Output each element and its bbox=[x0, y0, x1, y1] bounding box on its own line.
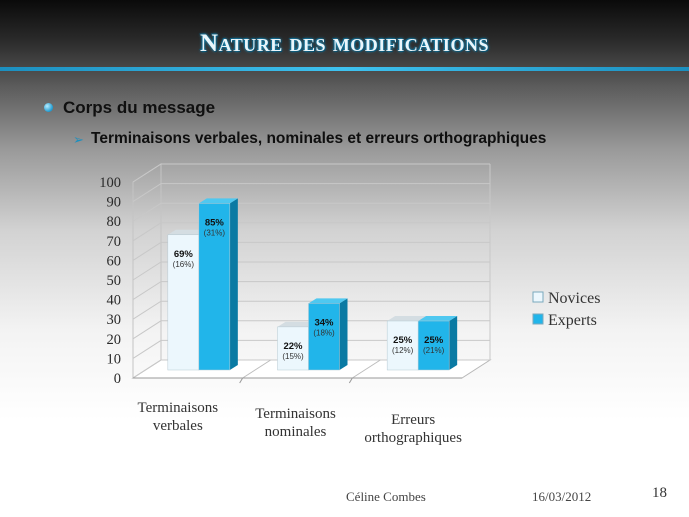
bar-novices bbox=[277, 326, 309, 371]
gridline bbox=[132, 261, 490, 281]
bar-top bbox=[387, 316, 427, 321]
bar-top bbox=[308, 298, 348, 304]
gridline bbox=[132, 320, 490, 340]
gridline bbox=[132, 339, 490, 359]
y-tick-label: 80 bbox=[107, 214, 122, 230]
footer-author: Céline Combes bbox=[346, 489, 426, 504]
page-number: 18 bbox=[652, 485, 667, 501]
bar-novices bbox=[386, 320, 419, 371]
legend-label-novices: Novices bbox=[548, 290, 600, 307]
x-category-label: Erreurs bbox=[391, 412, 435, 428]
data-label: 22% bbox=[283, 341, 303, 352]
y-tick-label: 10 bbox=[107, 351, 122, 367]
x-category-label: Terminaisons bbox=[255, 406, 336, 422]
x-tick bbox=[348, 377, 353, 384]
slide-title: Nature des modifications bbox=[200, 30, 489, 57]
footer-date: 16/03/2012 bbox=[532, 489, 592, 504]
gridline bbox=[132, 183, 490, 203]
data-sublabel: (21%) bbox=[423, 346, 445, 355]
category-separator bbox=[352, 359, 381, 379]
data-sublabel: (16%) bbox=[173, 260, 195, 269]
bar-top bbox=[198, 198, 238, 204]
x-category-label: verbales bbox=[153, 418, 203, 434]
gridline bbox=[132, 222, 490, 242]
title-divider bbox=[0, 67, 689, 71]
bar-top bbox=[418, 316, 458, 321]
bar-experts bbox=[417, 320, 450, 371]
y-tick-label: 90 bbox=[107, 195, 122, 211]
data-sublabel: (15%) bbox=[282, 352, 304, 361]
y-tick-label: 40 bbox=[107, 293, 122, 309]
bar-novices bbox=[167, 234, 200, 371]
data-label: 69% bbox=[174, 249, 194, 260]
y-tick-label: 70 bbox=[107, 234, 122, 250]
x-category-label: orthographiques bbox=[364, 430, 462, 446]
gridline bbox=[132, 202, 490, 222]
x-category-label: nominales bbox=[265, 424, 327, 440]
bullet-level1-text: Corps du message bbox=[63, 98, 216, 117]
bar-experts bbox=[198, 203, 231, 371]
bar-side bbox=[229, 198, 238, 370]
data-sublabel: (31%) bbox=[204, 228, 226, 237]
x-category-label: Terminaisons bbox=[138, 400, 219, 416]
y-tick-label: 30 bbox=[107, 312, 122, 328]
data-sublabel: (12%) bbox=[392, 346, 414, 355]
bar-top bbox=[167, 229, 207, 235]
legend-label-experts: Experts bbox=[548, 312, 597, 329]
y-tick-label: 20 bbox=[107, 332, 122, 348]
y-tick-label: 100 bbox=[99, 175, 121, 191]
gridline bbox=[132, 300, 490, 320]
data-label: 85% bbox=[205, 217, 225, 228]
gridline bbox=[132, 281, 490, 301]
arrow-bullet-icon: ➢ bbox=[73, 132, 84, 147]
bar-top bbox=[277, 321, 317, 327]
legend-swatch-novices bbox=[532, 291, 544, 303]
bar-side bbox=[449, 316, 458, 370]
round-bullet-icon bbox=[44, 103, 53, 112]
gridline bbox=[132, 241, 490, 261]
category-separator bbox=[242, 359, 271, 379]
data-sublabel: (18%) bbox=[313, 328, 335, 337]
data-label: 34% bbox=[314, 317, 334, 328]
bar-experts bbox=[308, 303, 340, 371]
y-tick-label: 50 bbox=[107, 273, 122, 289]
bullet-level2-text: Terminaisons verbales, nominales et erre… bbox=[91, 130, 547, 147]
legend-swatch-experts bbox=[532, 313, 544, 325]
gridline bbox=[132, 163, 490, 183]
data-label: 25% bbox=[393, 335, 413, 346]
data-label: 25% bbox=[424, 335, 444, 346]
bar-side bbox=[339, 298, 348, 370]
y-tick-label: 0 bbox=[114, 371, 121, 387]
y-tick-label: 60 bbox=[107, 253, 122, 269]
x-tick bbox=[239, 377, 244, 384]
